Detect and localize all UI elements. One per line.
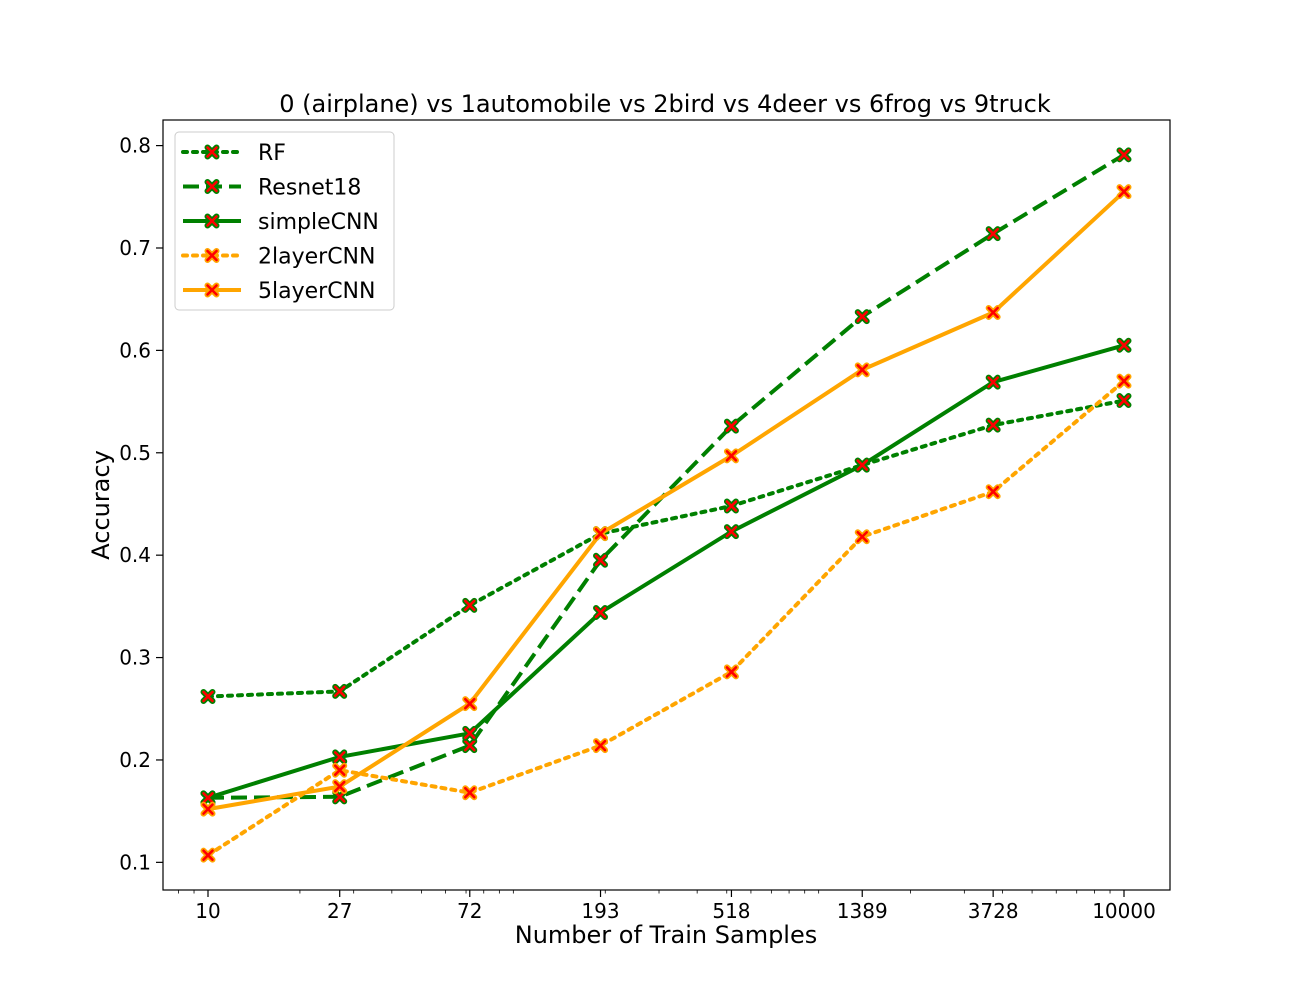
data-point xyxy=(723,524,739,540)
x-tick-label: 72 xyxy=(457,899,482,923)
x-tick-label: 1389 xyxy=(837,899,888,923)
series-line xyxy=(206,398,1126,699)
series-line xyxy=(207,190,1126,812)
y-tick-label: 0.3 xyxy=(119,646,151,670)
y-tick-label: 0.5 xyxy=(119,441,151,465)
data-point xyxy=(332,762,348,778)
x-axis-ticks: 10 27 72 193 518 1389 3728 10000 xyxy=(178,890,1156,923)
x-tick-label: 518 xyxy=(712,899,750,923)
data-point xyxy=(204,213,220,229)
y-tick-label: 0.8 xyxy=(119,134,151,158)
data-point xyxy=(593,605,609,621)
data-point xyxy=(723,498,739,514)
data-point xyxy=(332,749,348,765)
data-point xyxy=(723,418,739,434)
legend-item: 5layerCNN xyxy=(183,279,375,304)
series-layer xyxy=(200,147,1132,863)
data-point xyxy=(200,790,216,806)
data-point xyxy=(332,779,348,795)
y-tick-label: 0.6 xyxy=(119,338,151,362)
plot-frame xyxy=(162,119,1171,891)
legend-item: 2layerCNN xyxy=(181,245,375,270)
data-point xyxy=(462,785,478,801)
x-tick-label: 3728 xyxy=(968,899,1019,923)
chart-title: 0 (airplane) vs 1automobile vs 2bird vs … xyxy=(279,90,1051,118)
data-point xyxy=(200,847,216,863)
legend-label: RF xyxy=(258,141,286,166)
data-point xyxy=(985,226,1001,242)
y-axis-label: Accuracy xyxy=(87,450,115,560)
data-point xyxy=(462,725,478,741)
legend-label: 2layerCNN xyxy=(258,245,375,270)
data-point xyxy=(1116,184,1132,200)
series-simpleCNN xyxy=(200,337,1132,806)
data-point xyxy=(985,374,1001,390)
legend-item: Resnet18 xyxy=(183,176,361,201)
series-5layerCNN xyxy=(200,184,1132,817)
data-point xyxy=(462,696,478,712)
data-point xyxy=(854,362,870,378)
y-tick-label: 0.2 xyxy=(119,748,151,772)
data-point xyxy=(1116,147,1132,163)
x-tick-label: 193 xyxy=(581,899,619,923)
data-point xyxy=(462,597,478,613)
legend: RF Resnet18 simpleCNN 2layerCNN 5layerCNN xyxy=(174,131,395,311)
legend-item: RF xyxy=(181,141,286,166)
series-line xyxy=(207,343,1125,800)
data-point xyxy=(854,457,870,473)
x-tick-label: 10 xyxy=(195,899,220,923)
data-point xyxy=(204,282,220,298)
data-point xyxy=(985,305,1001,320)
data-point xyxy=(985,417,1001,433)
data-point xyxy=(204,248,220,263)
data-point xyxy=(1116,337,1132,353)
data-point xyxy=(593,738,609,754)
legend-box xyxy=(174,131,395,311)
y-tick-label: 0.4 xyxy=(119,543,151,567)
data-point xyxy=(854,529,870,545)
x-tick-label: 27 xyxy=(327,899,352,923)
y-tick-label: 0.7 xyxy=(119,236,151,260)
data-point xyxy=(1116,393,1132,409)
legend-label: 5layerCNN xyxy=(258,279,375,304)
y-tick-label: 0.1 xyxy=(119,850,151,874)
data-point xyxy=(854,309,870,325)
data-point xyxy=(200,688,216,704)
data-point xyxy=(332,789,348,805)
x-tick-label: 10000 xyxy=(1092,899,1156,923)
legend-label: Resnet18 xyxy=(258,176,361,201)
data-point xyxy=(723,448,739,464)
data-point xyxy=(204,144,220,160)
x-axis-label: Number of Train Samples xyxy=(515,921,818,949)
data-point xyxy=(332,683,348,699)
data-point xyxy=(593,526,609,542)
data-point xyxy=(723,664,739,680)
legend-label: simpleCNN xyxy=(258,210,379,235)
y-axis-ticks: 0.1 0.2 0.3 0.4 0.5 0.6 0.7 0.8 xyxy=(119,134,163,874)
data-point xyxy=(985,484,1001,500)
data-point xyxy=(200,801,216,817)
data-point xyxy=(204,179,220,194)
data-point xyxy=(593,552,609,568)
legend-item: simpleCNN xyxy=(183,210,379,235)
data-point xyxy=(1116,373,1132,389)
data-point xyxy=(462,738,478,754)
